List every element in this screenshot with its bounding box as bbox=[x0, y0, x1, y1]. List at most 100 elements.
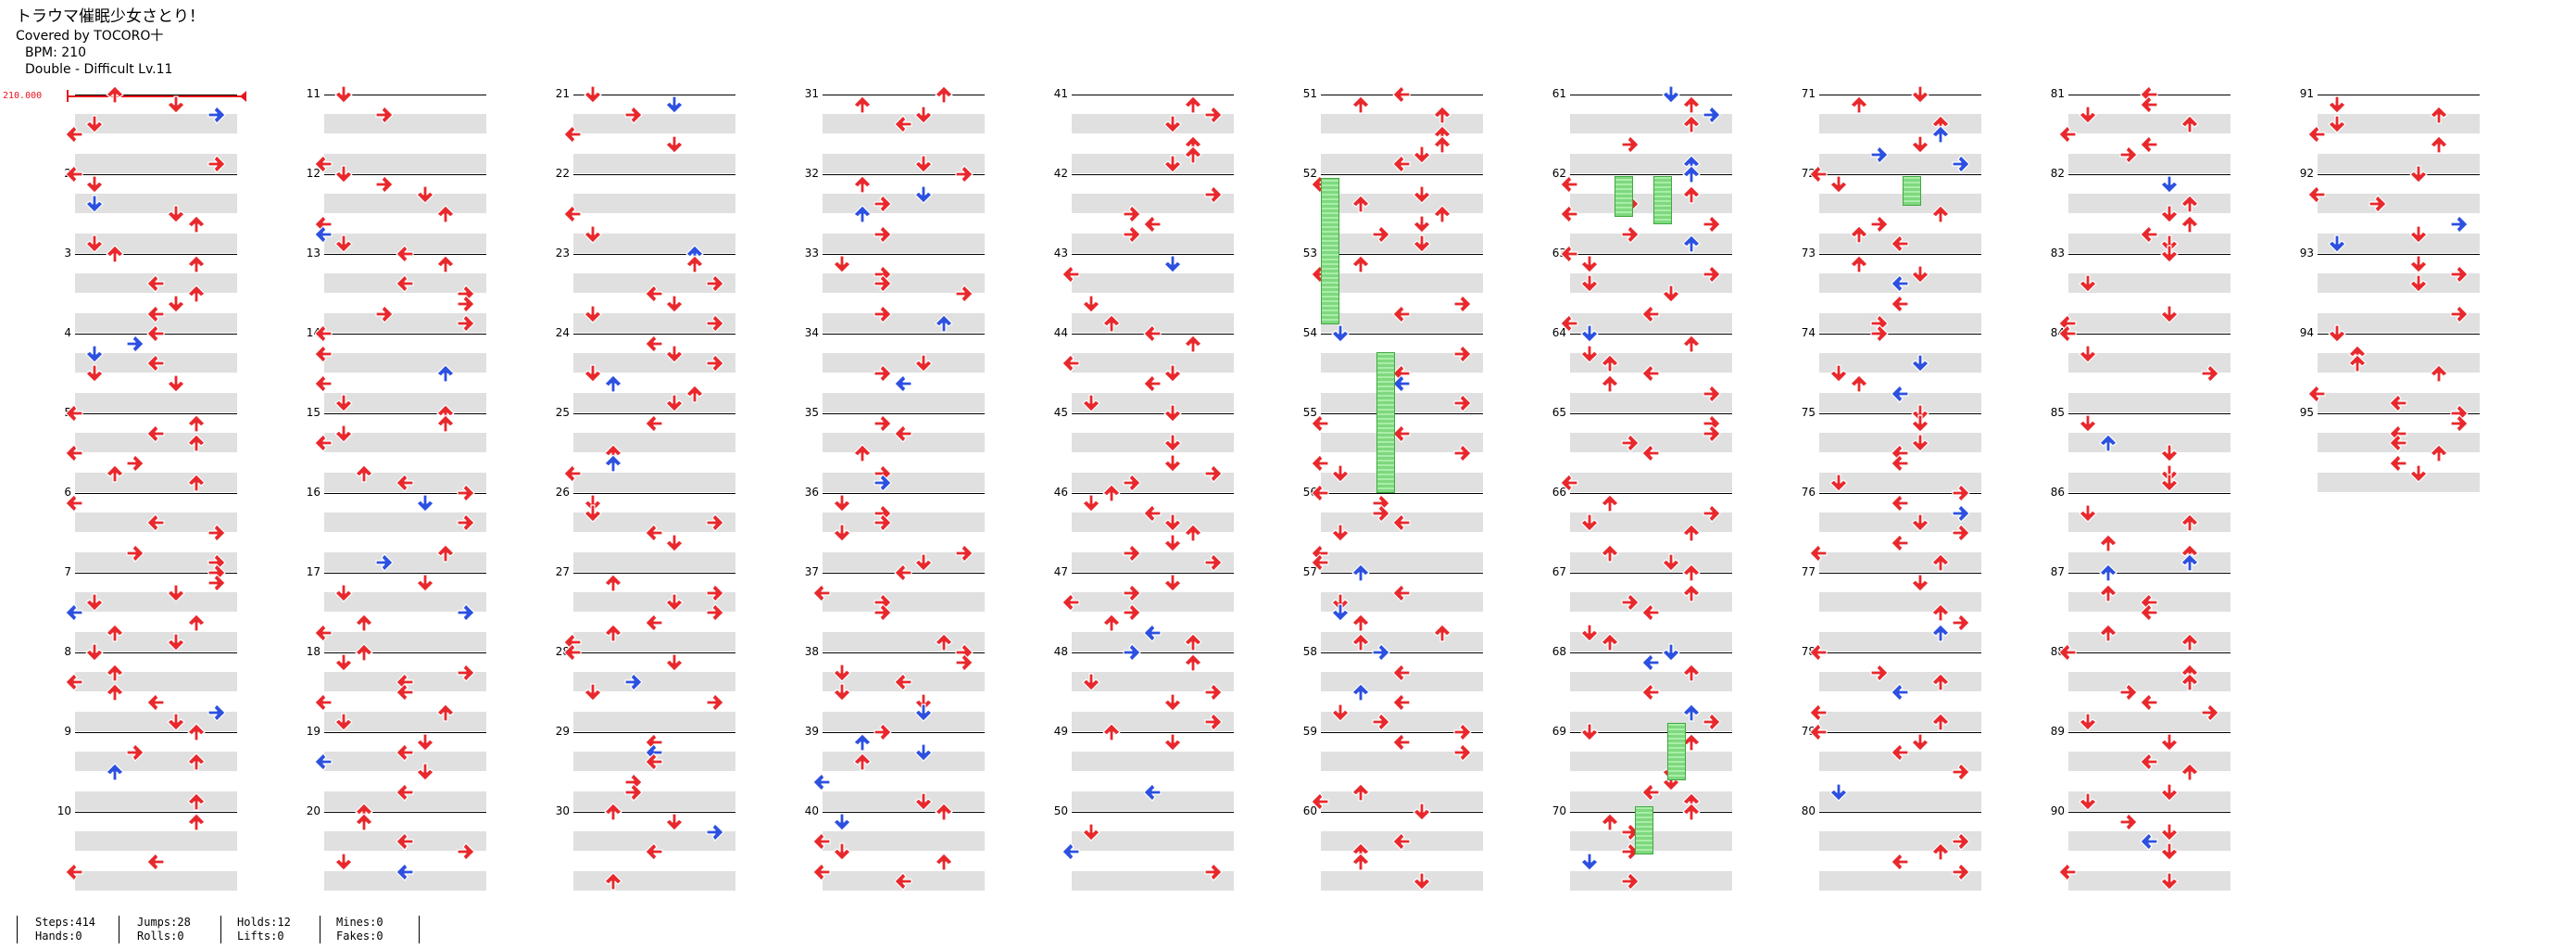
measure-line bbox=[573, 652, 735, 653]
arrow-up-icon bbox=[1183, 95, 1203, 115]
arrow-left-icon bbox=[64, 862, 84, 882]
measure-number: 90 bbox=[2050, 804, 2065, 817]
arrow-down-icon bbox=[1330, 702, 1351, 723]
measure-line bbox=[823, 174, 985, 175]
beat-band bbox=[823, 273, 985, 293]
arrow-down-icon bbox=[2159, 234, 2180, 254]
beat-band bbox=[1819, 752, 1981, 771]
measure-line bbox=[324, 573, 486, 574]
stats-mines-fakes: Mines:0 Fakes:0 bbox=[336, 916, 383, 943]
beat-band bbox=[2068, 712, 2230, 731]
measure-number: 49 bbox=[1053, 725, 1068, 738]
arrow-left-icon bbox=[1391, 583, 1412, 603]
arrow-up-icon bbox=[435, 702, 456, 723]
measure-number: 29 bbox=[555, 725, 570, 738]
arrow-up-icon bbox=[1849, 224, 1869, 245]
arrow-left-icon bbox=[644, 284, 664, 304]
beat-band bbox=[1321, 353, 1483, 373]
arrow-up-icon bbox=[685, 384, 705, 404]
arrow-down-icon bbox=[333, 852, 354, 872]
arrow-left-icon bbox=[1391, 831, 1412, 852]
beat-band bbox=[2318, 234, 2480, 253]
beat-band bbox=[2318, 273, 2480, 293]
arrow-right-icon bbox=[1620, 871, 1640, 892]
arrow-left-icon bbox=[1061, 592, 1081, 613]
arrow-left-icon bbox=[1559, 473, 1579, 493]
arrow-down-icon bbox=[1412, 214, 1432, 234]
measure-number: 4 bbox=[64, 326, 71, 339]
arrow-down-icon bbox=[166, 712, 186, 732]
measure-number: 37 bbox=[804, 565, 819, 578]
arrow-up-icon bbox=[2098, 563, 2118, 583]
arrow-right-icon bbox=[705, 602, 725, 623]
measure-line bbox=[324, 652, 486, 653]
measure-line bbox=[1570, 413, 1732, 414]
measure-line bbox=[75, 413, 237, 414]
arrow-left-icon bbox=[2139, 752, 2159, 772]
arrow-left-icon bbox=[893, 871, 913, 892]
measure-number: 25 bbox=[555, 406, 570, 419]
beat-band bbox=[324, 512, 486, 532]
arrow-down-icon bbox=[913, 552, 934, 573]
arrow-right-icon bbox=[1122, 642, 1142, 663]
measure-line bbox=[823, 493, 985, 494]
measure bbox=[1819, 413, 1981, 493]
arrow-right-icon bbox=[1371, 642, 1391, 663]
arrow-left-icon bbox=[395, 782, 415, 803]
measure-line bbox=[75, 254, 237, 255]
arrow-down-icon bbox=[1081, 672, 1101, 692]
arrow-up-icon bbox=[1681, 164, 1702, 184]
arrow-up-icon bbox=[603, 573, 623, 593]
measure-number: 47 bbox=[1053, 565, 1068, 578]
measure bbox=[1819, 732, 1981, 812]
arrow-up-icon bbox=[2429, 363, 2449, 384]
arrow-left-icon bbox=[64, 403, 84, 424]
measure-line bbox=[75, 174, 237, 175]
arrow-down-icon bbox=[1330, 323, 1351, 344]
measure-number: 67 bbox=[1552, 565, 1566, 578]
arrow-up-icon bbox=[1183, 145, 1203, 165]
arrow-down-icon bbox=[84, 114, 105, 134]
measure-line bbox=[1819, 732, 1981, 733]
arrow-right-icon bbox=[374, 304, 395, 324]
beat-band bbox=[823, 353, 985, 373]
measure-line bbox=[2068, 334, 2230, 335]
arrow-up-icon bbox=[1681, 663, 1702, 683]
beat-band bbox=[1819, 791, 1981, 811]
measure-line bbox=[1570, 174, 1732, 175]
arrow-up-icon bbox=[1930, 672, 1951, 692]
arrow-down-icon bbox=[84, 194, 105, 214]
arrow-right-icon bbox=[705, 512, 725, 533]
arrow-left-icon bbox=[1310, 791, 1330, 812]
measure-line bbox=[2068, 254, 2230, 255]
measure-number: 7 bbox=[64, 565, 71, 578]
beat-band bbox=[1819, 592, 1981, 612]
arrow-left-icon bbox=[313, 323, 333, 344]
arrow-right-icon bbox=[207, 154, 227, 174]
arrow-down-icon bbox=[1162, 114, 1183, 134]
measure-line bbox=[324, 413, 486, 414]
measure-line bbox=[324, 732, 486, 733]
arrow-down-icon bbox=[2327, 234, 2347, 254]
arrow-down-icon bbox=[1910, 84, 1930, 105]
measure-number: 20 bbox=[306, 804, 320, 817]
stats-holds-lifts: Holds:12 Lifts:0 bbox=[237, 916, 291, 943]
measure-line bbox=[1321, 493, 1483, 494]
arrow-down-icon bbox=[1828, 363, 1849, 384]
arrow-down-icon bbox=[583, 304, 603, 324]
arrow-up-icon bbox=[105, 623, 125, 643]
beat-band bbox=[324, 313, 486, 333]
beat-band bbox=[2068, 791, 2230, 811]
arrow-down-icon bbox=[1579, 323, 1600, 344]
arrow-up-icon bbox=[2180, 552, 2200, 573]
arrow-left-icon bbox=[893, 672, 913, 692]
beat-band bbox=[1819, 114, 1981, 133]
measure-line bbox=[2318, 413, 2480, 414]
measure-line bbox=[1072, 493, 1234, 494]
arrow-up-icon bbox=[934, 632, 954, 652]
beat-band bbox=[823, 831, 985, 851]
measure-number: 57 bbox=[1302, 565, 1317, 578]
arrow-left-icon bbox=[395, 831, 415, 852]
arrow-down-icon bbox=[832, 841, 852, 862]
arrow-up-icon bbox=[186, 722, 207, 742]
